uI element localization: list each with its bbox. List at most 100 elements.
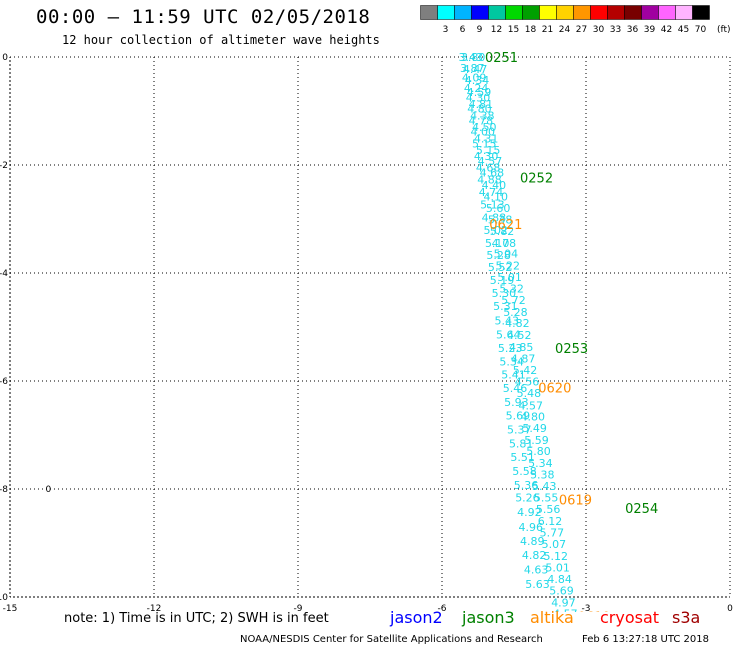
swh-value: 5.48	[517, 387, 542, 400]
swh-value: 5.15	[472, 137, 497, 150]
swh-value: 5.38	[488, 214, 513, 227]
swh-value: 4.84	[547, 573, 572, 586]
swh-value: 5.01	[545, 561, 570, 574]
satellite-legend-cryosat: cryosat	[600, 608, 660, 627]
color-scale-label: 21	[542, 25, 553, 35]
y-tick-label: -10	[0, 593, 8, 603]
swh-value: 4.85	[509, 341, 534, 354]
chart-title: 00:00 – 11:59 UTC 02/05/2018	[36, 6, 371, 28]
swh-value: 5.36	[514, 479, 539, 492]
color-scale-label: 45	[678, 25, 689, 35]
swh-value: 5.63	[525, 578, 550, 591]
footer-note: note: 1) Time is in UTC; 2) SWH is in fe…	[64, 611, 329, 626]
swh-value: 5.59	[524, 434, 549, 447]
swh-value: 5.55	[534, 492, 559, 505]
pass-time-label: 0621	[489, 218, 522, 233]
color-swatch	[692, 5, 710, 20]
swh-value: 4.63	[524, 563, 549, 576]
swh-value: 3.87	[460, 62, 485, 75]
axis-tick-labels: -15 -12 -9 -6 -3 0 0 -2 -4 -6 -8 -10	[0, 53, 733, 612]
swh-value: 4.30	[474, 150, 499, 163]
swh-value: 4.92	[517, 506, 542, 519]
swh-value: 5.69	[549, 585, 574, 598]
swh-value: 4.82	[522, 549, 547, 562]
plot-frame	[9, 56, 731, 598]
color-scale-label: 27	[576, 25, 587, 35]
swh-value: 4.88	[482, 211, 507, 224]
color-scale-legend: 3 6 9 12 15 18 21 24 27 30 33 36 39 42 45 70 (ft)	[420, 5, 731, 35]
swh-value: 5.30	[492, 287, 517, 300]
swh-value: 5.46	[503, 382, 528, 395]
y-tick-label: -8	[0, 485, 8, 495]
swh-value: 5.49	[522, 422, 547, 435]
satellite-legend-jason3: jason3	[462, 608, 515, 627]
color-scale-label: 42	[661, 25, 672, 35]
pass-time-label: 0619	[559, 493, 592, 508]
color-scale-label: 9	[477, 25, 483, 35]
satellite-legend-jason2: jason2	[390, 608, 443, 627]
swh-value: 4.81	[469, 98, 494, 111]
color-scale-label: 18	[525, 25, 537, 35]
swh-value: 5.58	[512, 465, 537, 478]
swh-value: 5.26	[515, 492, 540, 505]
swh-value: 5.19	[490, 274, 515, 287]
swh-value: 5.38	[530, 468, 555, 481]
pass-time-label: 0620	[538, 381, 571, 396]
swh-value: 5.43	[495, 315, 520, 328]
swh-value: 5.23	[498, 342, 523, 355]
chart-subtitle: 12 hour collection of altimeter wave hei…	[62, 33, 380, 47]
color-scale-unit: (ft)	[717, 25, 731, 35]
color-scale-label: 15	[508, 25, 519, 35]
color-scale-label: 3	[443, 25, 449, 35]
swh-value: 5.02	[484, 224, 509, 237]
swh-value: 4.50	[472, 121, 497, 134]
swh-value: 4.97	[551, 596, 576, 609]
y-tick-label: -2	[0, 161, 8, 171]
swh-values: 3.433.874.094.244.304.804.784.005.154.30…	[459, 51, 578, 612]
pass-time-label: 0253	[555, 342, 588, 357]
swh-value: 4.74	[479, 186, 504, 199]
y-tick-label: -6	[0, 377, 8, 387]
wave-height-map: -15-12-9-6-300-2-4-6-8-10 3.433.874.094.…	[0, 51, 733, 612]
swh-value: 5.01	[497, 271, 522, 284]
swh-value: 5.12	[544, 550, 569, 563]
swh-value: 5.31	[493, 300, 518, 313]
pass-time-labels: 0251 0252 0621 0253 0620 0619 0254 0619 0	[46, 51, 659, 612]
swh-value: 5.80	[526, 445, 551, 458]
swh-value: 4.56	[515, 376, 540, 389]
swh-value: 5.69	[506, 410, 531, 423]
swh-value: 4.52	[507, 329, 532, 342]
swh-value: 5.64	[496, 329, 521, 342]
swh-value: 4.38	[470, 109, 495, 122]
y-tick-label: 0	[2, 53, 8, 63]
swh-value: 5.28	[486, 249, 511, 262]
swh-value: 5.52	[488, 261, 513, 274]
x-tick-label: -6	[438, 604, 447, 612]
swh-value: 5.15	[476, 144, 501, 157]
swh-value: 5.82	[490, 225, 515, 238]
swh-value: 5.13	[480, 198, 505, 211]
pass-time-label: 0252	[520, 171, 553, 186]
y-tick-label: -4	[0, 269, 8, 279]
swh-value: 5.77	[540, 527, 565, 540]
swh-value: 4.57	[519, 399, 544, 412]
swh-value: 5.07	[542, 538, 567, 551]
swh-value: 4.57	[553, 608, 578, 612]
swh-value: 3.43	[459, 51, 484, 64]
swh-value: 4.59	[467, 86, 492, 99]
pass-time-label: 0619	[578, 610, 611, 612]
x-tick-label: -3	[582, 604, 591, 612]
color-scale-label: 12	[491, 25, 502, 35]
swh-value: 4.82	[505, 317, 530, 330]
satellite-legend-s3a: s3a	[672, 608, 701, 627]
swh-value: 4.89	[520, 535, 545, 548]
pass-time-label: 0251	[485, 51, 518, 66]
swh-value: 5.72	[501, 294, 526, 307]
swh-value: 6.12	[538, 515, 563, 528]
swh-value: 5.81	[509, 438, 534, 451]
swh-value: 4.68	[480, 167, 505, 180]
pass-time-label: 0254	[625, 502, 658, 517]
color-scale-label: 70	[695, 25, 707, 35]
swh-value: 5.34	[528, 457, 553, 470]
x-tick-label: -12	[147, 604, 162, 612]
